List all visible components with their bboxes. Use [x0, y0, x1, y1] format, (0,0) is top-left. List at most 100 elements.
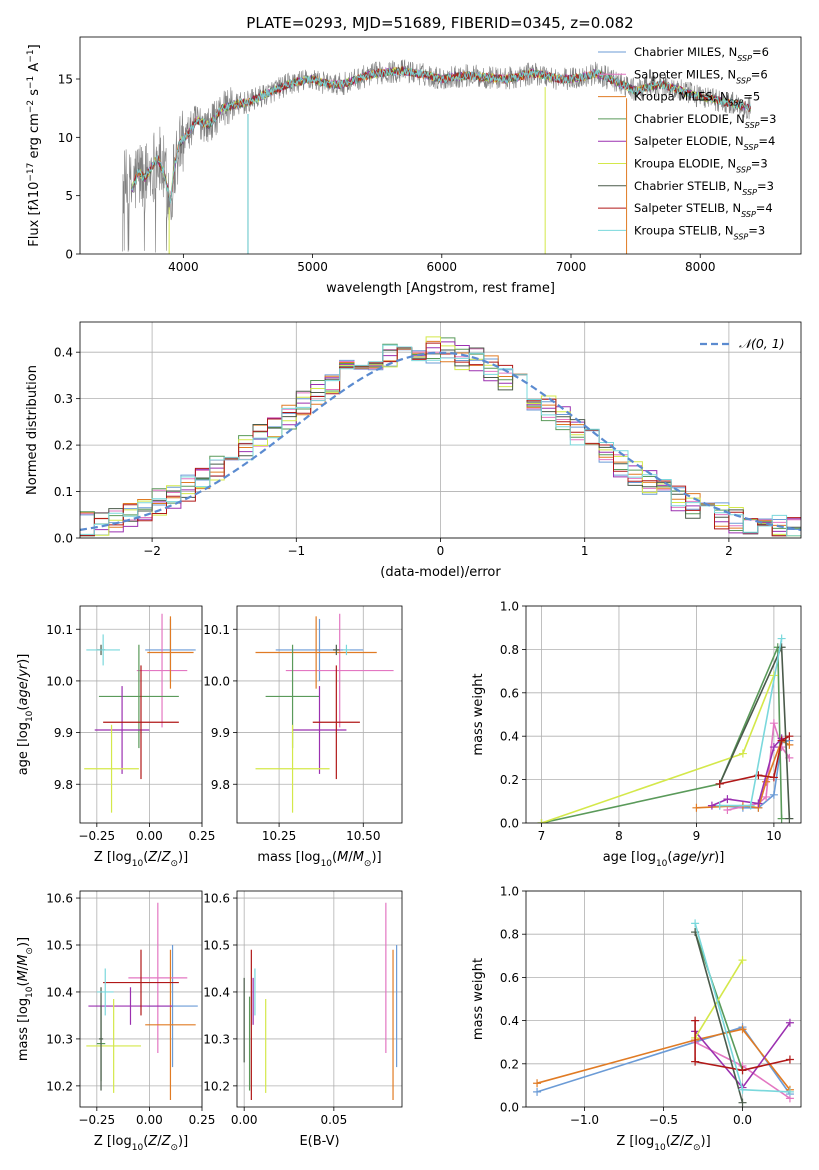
residuals-frame-group: −2 −1 0 1 2 0.0 0.1 0.2 0.3 0.4 (data-model)/error…: [25, 321, 802, 580]
spectrum-ytick-label-2: 10: [58, 131, 73, 145]
mass_age-frame-group: 10.25 10.50 9.8 9.9 10.0 10.1 mass [log10(M/M⊙…: [203, 605, 403, 869]
residuals-ytick-label-3: 0.3: [54, 392, 73, 406]
age_weight-marker-6-2: [785, 814, 794, 823]
age_weight-marker-5-1: [738, 749, 747, 758]
z_mass-frame: [79, 890, 203, 1108]
z_mass-ytick-label-4: 10.6: [46, 892, 73, 906]
mass_age-frame: [236, 605, 403, 824]
ebv_mass-xlabel: E(B-V): [299, 1134, 339, 1149]
z_mass-frame-group: −0.25 0.00 0.25 10.2 10.3 10.4 10.5 10.6 Z [log1…: [16, 890, 216, 1153]
z_weight-panel: −1.0 −0.5 0.0 0.0 0.2 0.4 0.6 0.8 1.0 Z [log10(Z/…: [471, 885, 802, 1153]
mass_age-panel: 10.25 10.50 9.8 9.9 10.0 10.1 mass [log10(M/M⊙…: [203, 605, 403, 869]
spectrum-ylabel: Flux [fλ10−17 erg cm−2 s−1 A−1]: [26, 44, 42, 246]
age_weight-frame: [525, 605, 802, 824]
z_weight-ytick-label-3: 0.6: [500, 971, 519, 985]
residuals-plot-area: [80, 336, 801, 537]
residuals-xtick-label-4: 2: [725, 544, 733, 558]
legend-label-3: Chabrier ELODIE, NSSP=3: [634, 112, 776, 129]
spectrum-xtick-label-3: 7000: [556, 260, 587, 274]
z_weight-xlabel: Z [log10(Z/Z⊙)]: [616, 1134, 710, 1153]
age_weight-frame-group: 7 8 9 10 0.0 0.2 0.4 0.6 0.8 1.0 age [log10(age/yr…: [471, 600, 802, 869]
spectrum-plot-area: [122, 59, 751, 254]
z_weight-series-5: [694, 959, 744, 1039]
z_weight-marker-0-0: [533, 1087, 542, 1096]
z_mass-ytick-label-3: 10.5: [46, 939, 73, 953]
z_weight-xtick-label-0: −1.0: [570, 1113, 599, 1127]
age_weight-series-3: [541, 646, 783, 823]
legend-label-5: Kroupa ELODIE, NSSP=3: [634, 157, 768, 175]
mass_age-plot-area: [255, 613, 394, 813]
z_weight-frame-group: −1.0 −0.5 0.0 0.0 0.2 0.4 0.6 0.8 1.0 Z [log10(Z/…: [471, 885, 802, 1153]
age_weight-marker-1-3: [769, 719, 778, 728]
z_weight-ytick-label-4: 0.8: [500, 928, 519, 942]
age_weight-xtick-label-1: 8: [615, 829, 623, 843]
spectrum-ytick-label-0: 0: [65, 248, 73, 262]
z_weight-ylabel: mass weight: [471, 958, 486, 1040]
z_weight-marker-8-2: [785, 1087, 794, 1096]
residuals-ylabel: Normed distribution: [25, 365, 40, 495]
z_weight-xtick-label-2: 0.0: [733, 1113, 752, 1127]
age_weight-marker-4-3: [769, 743, 778, 752]
spectrum-frame-group: 4000 5000 6000 7000 8000 0 5 10 15 wavelength [An…: [26, 36, 802, 296]
z_age-frame-group: −0.25 0.00 0.25 9.8 9.9 10.0 10.1 Z [log10(Z/Z⊙…: [16, 605, 215, 869]
residuals-ytick-label-0: 0.0: [54, 532, 73, 546]
mass_age-ytick-label-3: 10.1: [203, 623, 230, 637]
legend-label-7: Salpeter STELIB, NSSP=4: [634, 201, 773, 219]
z_mass-ytick-label-2: 10.4: [46, 985, 73, 999]
residuals-ytick-label-2: 0.2: [54, 439, 73, 453]
normal-legend-label: 𝒩(0, 1): [739, 336, 785, 351]
z_weight-ytick-label-2: 0.4: [500, 1014, 519, 1028]
z_weight-plot-area: [533, 919, 794, 1107]
ebv_mass-ytick-label-2: 10.4: [203, 985, 230, 999]
age_weight-xlabel: age [log10(age/yr)]: [603, 850, 725, 869]
residual-hist-8: [80, 344, 801, 537]
z_weight-ytick-label-5: 1.0: [500, 885, 519, 899]
z_weight-marker-5-1: [738, 956, 747, 965]
z_age-ytick-label-1: 9.9: [54, 726, 73, 740]
observed-spectrum-line: [122, 59, 751, 253]
ebv_mass-frame-group: 0.00 0.05 10.2 10.3 10.4 10.5 10.6 E(B-V): [203, 890, 403, 1149]
z_weight-series-6: [694, 931, 744, 1103]
age_weight-marker-1-2: [762, 792, 771, 801]
residuals-panel: −2 −1 0 1 2 0.0 0.1 0.2 0.3 0.4 (data-model)/error…: [25, 321, 802, 580]
z_age-frame: [79, 605, 203, 824]
model-spectrum-7: [131, 65, 751, 204]
z_age-xlabel: Z [log10(Z/Z⊙)]: [94, 850, 188, 869]
age_weight-marker-7-3: [777, 736, 786, 745]
age_weight-plot-area: [537, 634, 794, 823]
z_mass-xtick-label-2: 0.25: [189, 1113, 216, 1127]
spectrum-xtick-label-0: 4000: [168, 260, 199, 274]
z_weight-marker-2-0: [533, 1079, 542, 1088]
residuals-xtick-label-3: 1: [581, 544, 589, 558]
age_weight-marker-2-0: [692, 803, 701, 812]
z_weight-marker-7-2: [738, 1066, 747, 1075]
spectrum-xlabel: wavelength [Angstrom, rest frame]: [326, 281, 555, 296]
legend-label-8: Kroupa STELIB, NSSP=3: [634, 223, 765, 241]
z_weight-ytick-label-1: 0.2: [500, 1057, 519, 1071]
residual-hist-7: [80, 342, 801, 537]
spectrum-panel: 4000 5000 6000 7000 8000 0 5 10 15 wavelength [An…: [26, 36, 802, 296]
age_weight-marker-7-0: [715, 779, 724, 788]
z_mass-xtick-label-1: 0.00: [136, 1113, 163, 1127]
z_mass-panel: −0.25 0.00 0.25 10.2 10.3 10.4 10.5 10.6 Z [log1…: [16, 890, 216, 1153]
age_weight-marker-4-2: [754, 799, 763, 808]
model-spectrum-8: [131, 67, 751, 204]
age_weight-marker-2-3: [762, 777, 771, 786]
ebv_mass-ytick-label-4: 10.6: [203, 892, 230, 906]
z_weight-xtick-label-1: −0.5: [649, 1113, 678, 1127]
spectrum-frame: [79, 36, 802, 255]
ebv_mass-frame: [236, 890, 403, 1108]
z_weight-series-3: [694, 931, 744, 1071]
age_weight-xtick-label-3: 10: [766, 829, 781, 843]
mass_age-ytick-label-0: 9.8: [211, 778, 230, 792]
ebv_mass-ytick-label-0: 10.2: [203, 1079, 230, 1093]
z_age-ylabel: age [log10(age/yr)]: [16, 654, 35, 776]
age_weight-marker-4-1: [723, 795, 732, 804]
age_weight-ytick-label-2: 0.4: [500, 730, 519, 744]
legend-label-4: Salpeter ELODIE, NSSP=4: [634, 134, 775, 152]
ebv_mass-panel: 0.00 0.05 10.2 10.3 10.4 10.5 10.6 E(B-V): [203, 890, 403, 1149]
age_weight-xtick-label-2: 9: [693, 829, 701, 843]
age_weight-marker-6-1: [777, 643, 786, 652]
